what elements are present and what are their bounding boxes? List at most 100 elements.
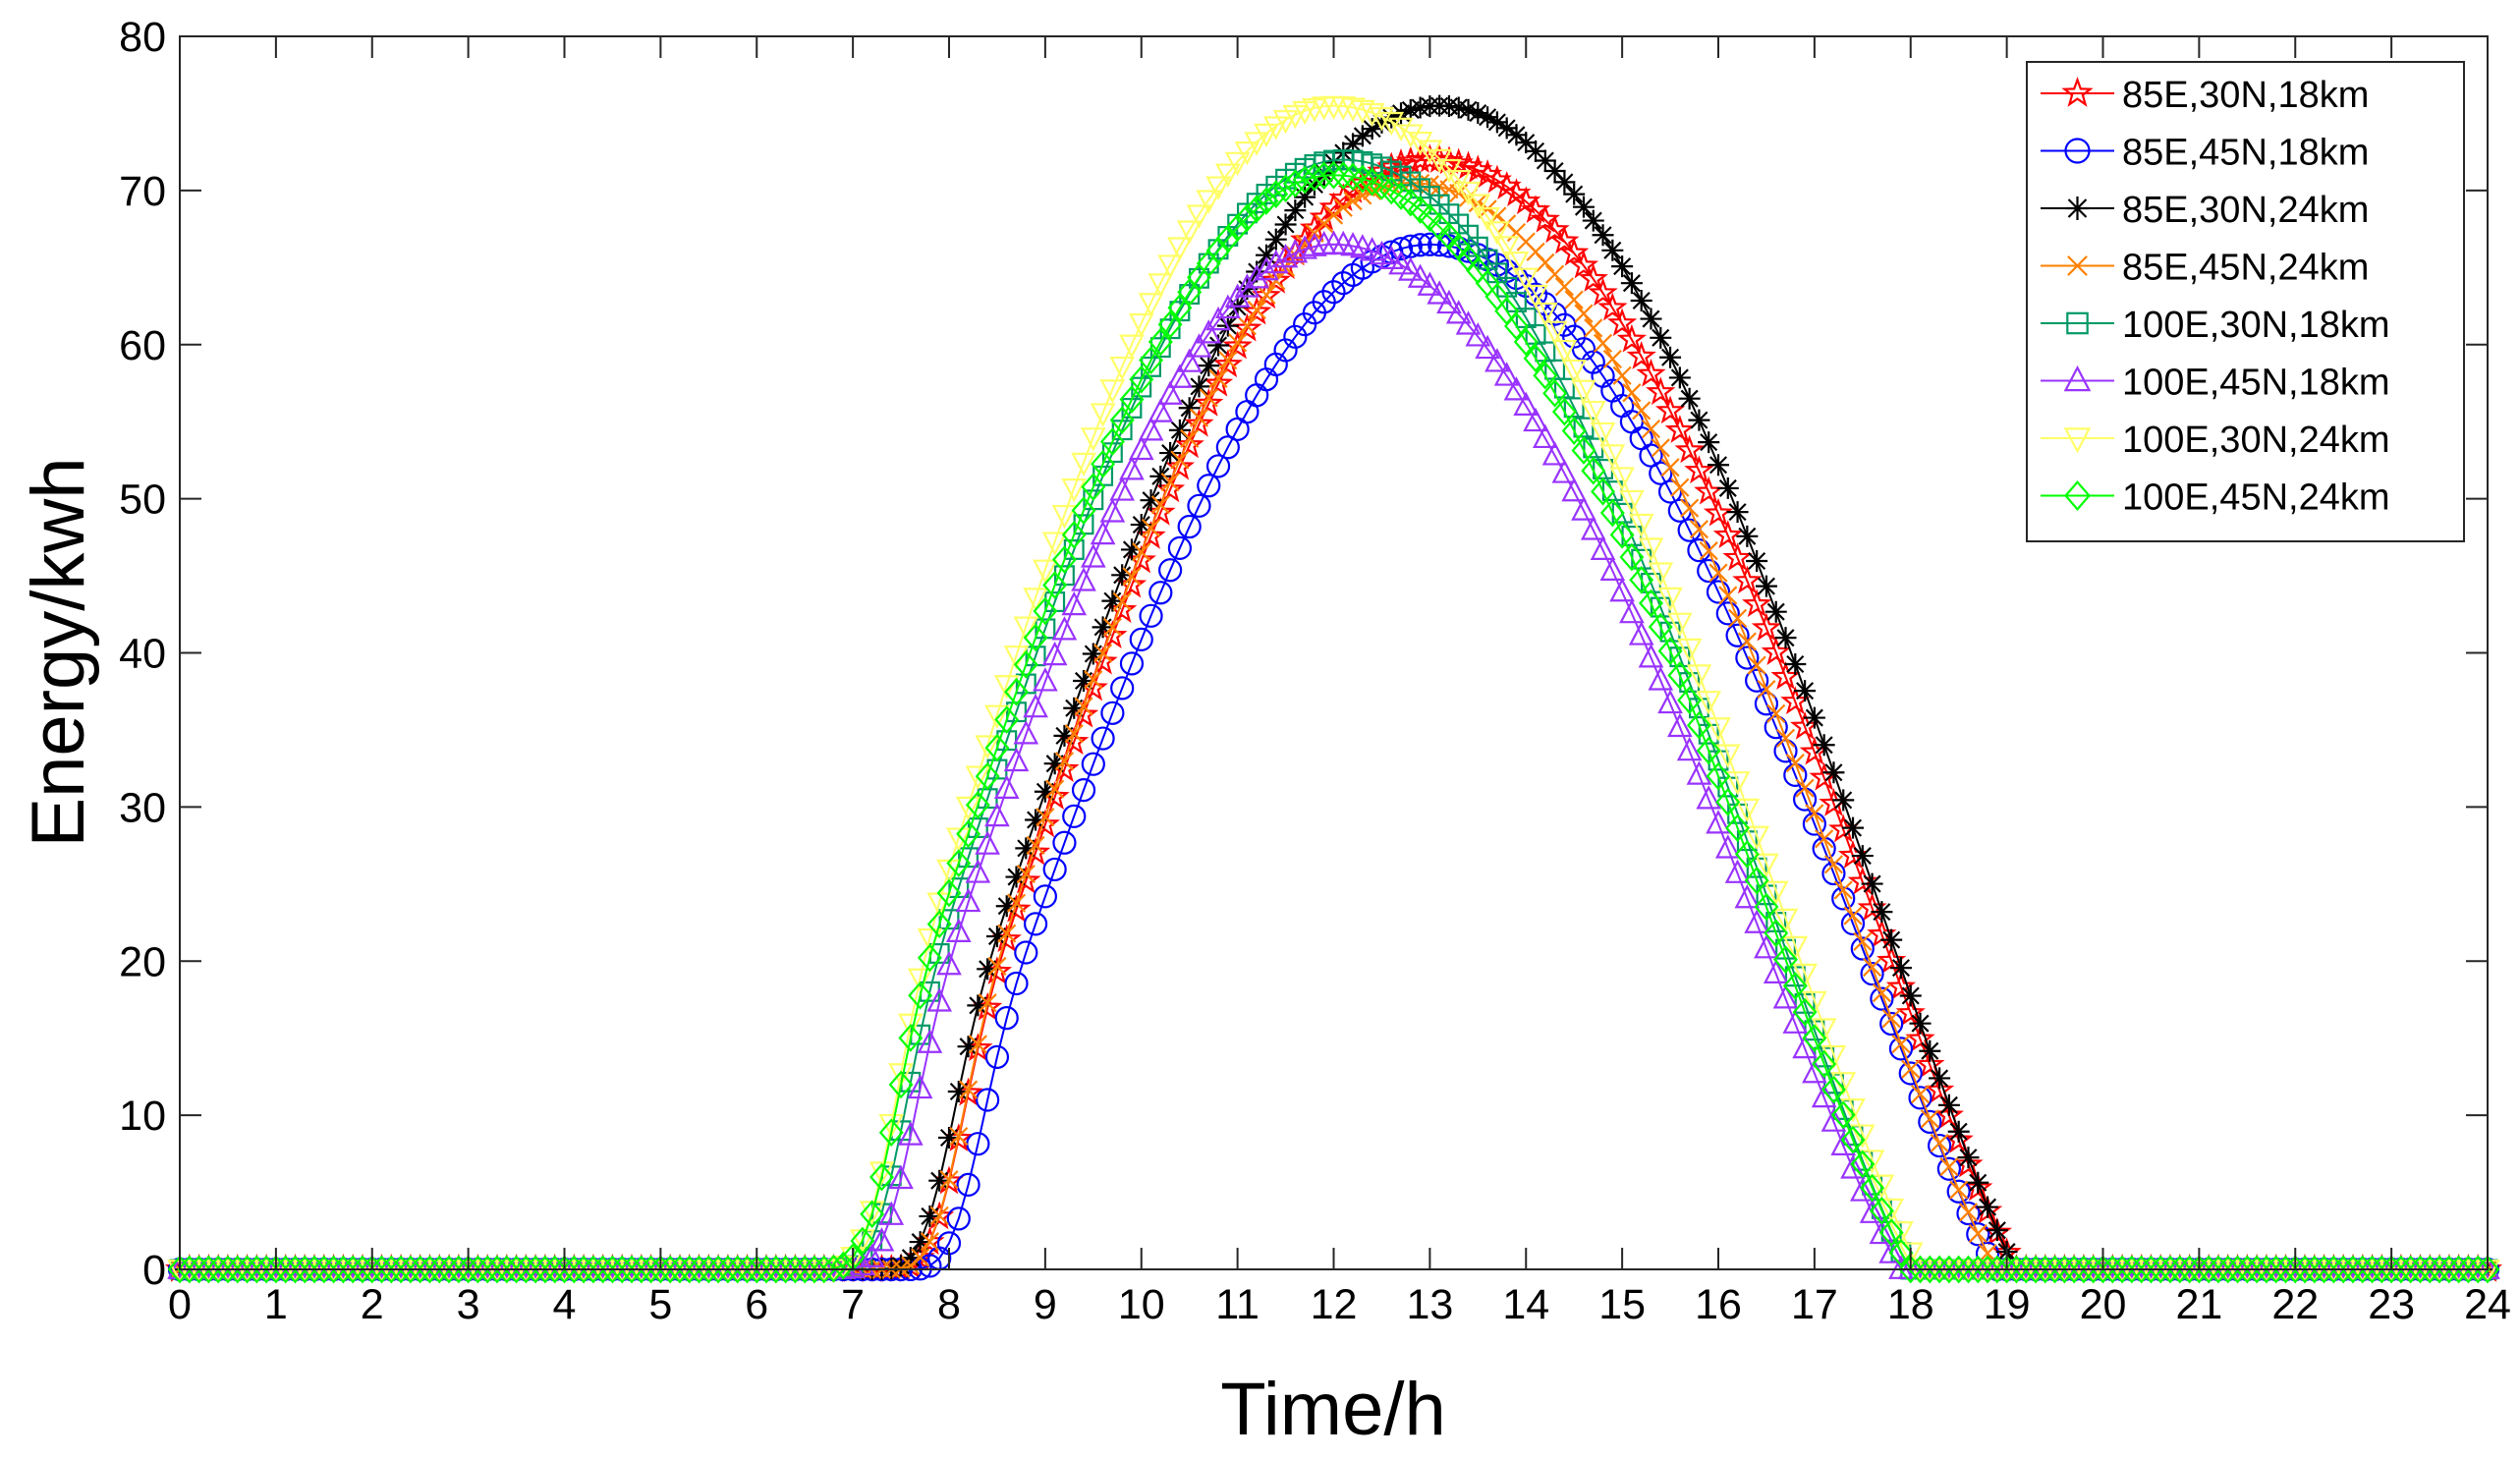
data-point — [1465, 322, 1491, 347]
data-point — [1937, 1094, 1960, 1116]
data-point — [1956, 1255, 1981, 1284]
data-point — [1757, 679, 1776, 700]
x-tick-label: 3 — [457, 1281, 480, 1328]
data-point — [1792, 997, 1818, 1027]
data-point — [1380, 106, 1403, 129]
data-point — [1224, 151, 1251, 177]
data-point — [1728, 608, 1748, 628]
data-point — [1150, 495, 1170, 515]
data-point — [2177, 1255, 2203, 1284]
data-point — [928, 1169, 951, 1192]
data-point — [1205, 306, 1231, 331]
data-point — [1234, 203, 1260, 233]
data-point — [657, 1255, 683, 1284]
data-point — [1026, 835, 1045, 856]
data-point — [2273, 1255, 2298, 1284]
data-point — [1053, 724, 1076, 747]
data-point — [1071, 778, 1096, 803]
data-point — [1678, 387, 1701, 410]
data-point — [1064, 724, 1084, 744]
x-tick-label: 20 — [2080, 1281, 2127, 1328]
legend-entry: 100E,30N,24km — [2041, 420, 2390, 461]
data-point — [1148, 581, 1173, 605]
data-point — [282, 1255, 308, 1284]
data-point — [1696, 736, 1721, 765]
data-point — [1294, 186, 1316, 208]
data-point — [1218, 351, 1238, 370]
data-point — [888, 1164, 914, 1190]
data-point — [946, 1206, 971, 1231]
data-point — [2196, 1255, 2221, 1284]
data-point — [1641, 419, 1661, 439]
data-point — [984, 733, 1010, 762]
data-point — [1198, 355, 1220, 377]
data-point — [1312, 161, 1337, 191]
data-point — [1650, 326, 1672, 349]
data-point — [1638, 537, 1664, 562]
data-point — [1609, 467, 1635, 491]
data-point — [1208, 368, 1228, 388]
data-point — [1361, 118, 1383, 140]
data-point — [869, 1162, 894, 1192]
data-point — [1885, 971, 1917, 1000]
data-point — [1551, 397, 1577, 426]
data-point — [1254, 187, 1279, 215]
data-point — [1584, 318, 1603, 338]
data-point — [426, 1255, 452, 1284]
legend-label: 85E,45N,18km — [2122, 133, 2369, 174]
data-point — [1812, 1049, 1837, 1079]
data-point — [1292, 235, 1317, 259]
data-point — [2312, 1255, 2337, 1284]
data-point — [1794, 680, 1817, 702]
data-point — [1946, 1179, 1971, 1204]
data-point — [1109, 406, 1135, 434]
data-point — [1023, 912, 1048, 936]
y-tick-label: 60 — [119, 322, 166, 369]
data-point — [1609, 578, 1635, 602]
data-point — [1754, 853, 1779, 877]
data-point — [1052, 830, 1077, 855]
data-point — [1273, 174, 1299, 203]
data-point — [1023, 588, 1048, 612]
data-point — [1725, 814, 1751, 843]
legend-marker — [2064, 480, 2091, 511]
data-point — [205, 1255, 231, 1284]
data-point — [1141, 518, 1161, 538]
data-point — [929, 1206, 949, 1225]
legend-label: 100E,30N,24km — [2122, 420, 2390, 461]
data-point — [1073, 669, 1095, 692]
data-point — [1763, 959, 1789, 983]
data-point — [1676, 736, 1703, 761]
data-point — [850, 1226, 875, 1256]
data-point — [1359, 102, 1385, 128]
data-point — [1859, 1150, 1885, 1174]
data-point — [1525, 140, 1547, 162]
data-point — [1110, 676, 1135, 701]
data-point — [1977, 1196, 1999, 1218]
data-point — [1956, 1201, 1981, 1226]
data-point — [1920, 1109, 1939, 1129]
data-point — [1754, 934, 1779, 959]
data-point — [1016, 864, 1036, 884]
data-point — [2244, 1255, 2269, 1284]
data-point — [898, 1121, 924, 1146]
data-point — [1563, 397, 1585, 419]
data-point — [1041, 641, 1068, 666]
data-point — [1732, 565, 1763, 594]
data-point — [1244, 132, 1270, 156]
data-point — [1686, 664, 1712, 689]
data-point — [552, 1255, 577, 1284]
legend-entry: 85E,45N,24km — [2041, 248, 2369, 289]
data-point — [1925, 1074, 1955, 1103]
legend-marker — [2061, 76, 2094, 107]
data-point — [1822, 761, 1845, 784]
data-point — [1639, 443, 1663, 468]
data-point — [1708, 563, 1728, 583]
data-point — [1445, 169, 1472, 195]
data-point — [1148, 398, 1174, 422]
data-point — [1215, 435, 1240, 460]
data-point — [1328, 183, 1359, 212]
data-point — [1102, 617, 1122, 637]
legend-label: 85E,45N,24km — [2122, 248, 2369, 289]
